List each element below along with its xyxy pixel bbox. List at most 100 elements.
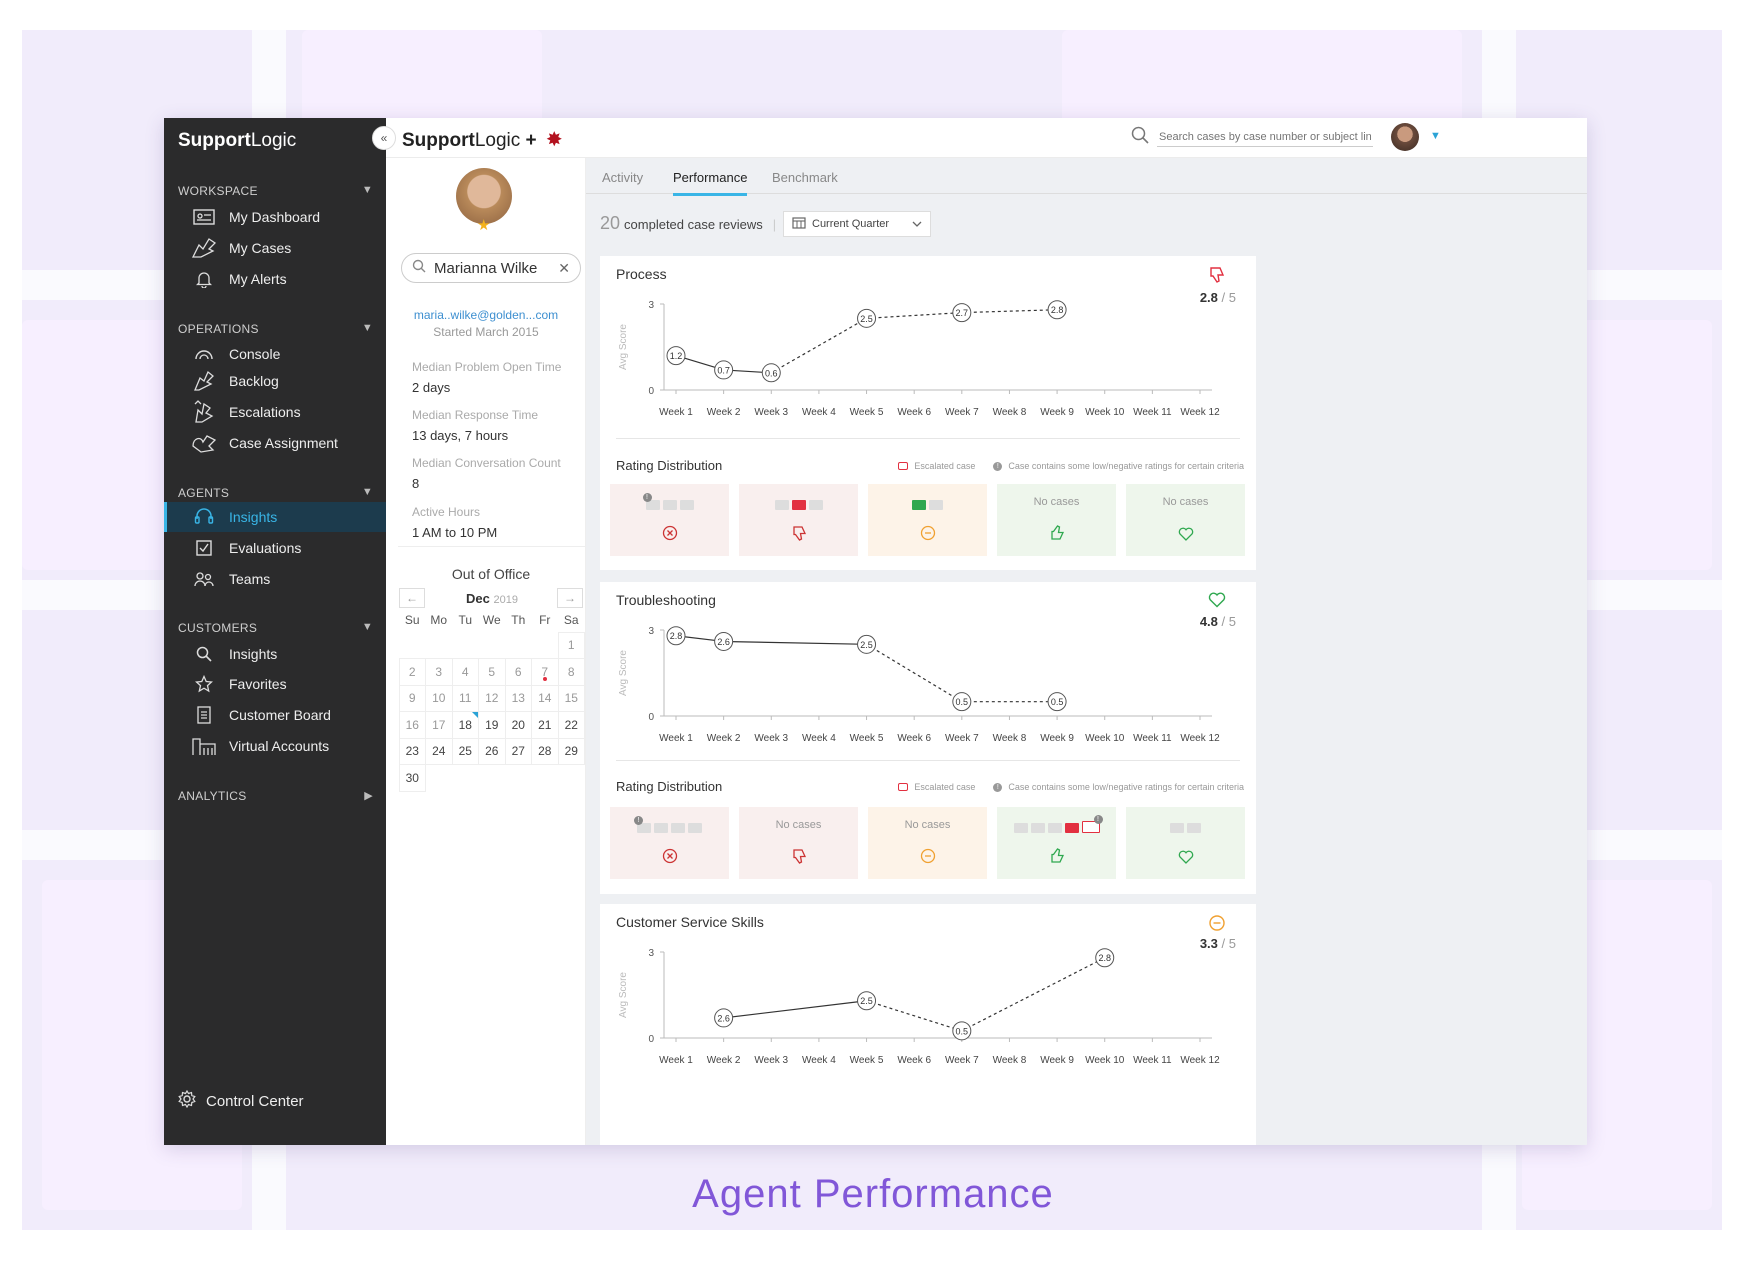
rating-box[interactable]: !	[610, 807, 729, 879]
case-cell[interactable]	[1030, 823, 1045, 833]
sidebar-item-virtual-accounts[interactable]: Virtual Accounts	[164, 731, 386, 761]
calendar-day[interactable]: 22	[557, 711, 585, 739]
case-cell[interactable]	[654, 823, 668, 833]
sidebar-item-case-assignment[interactable]: Case Assignment	[164, 428, 386, 458]
calendar-day[interactable]: 10	[425, 684, 453, 712]
rating-box[interactable]: !	[997, 807, 1116, 879]
calendar-day[interactable]: 16	[398, 711, 426, 739]
search-input[interactable]	[1157, 128, 1373, 147]
calendar-day[interactable]: 14	[531, 684, 559, 712]
chevron-down-icon[interactable]: ▼	[361, 184, 373, 196]
case-cell[interactable]: !	[1081, 815, 1103, 833]
case-cell[interactable]	[791, 500, 806, 510]
chevron-down-icon[interactable]: ▼	[1430, 130, 1441, 142]
calendar-day[interactable]: 26	[478, 737, 506, 765]
prev-month-icon[interactable]: ←	[399, 588, 425, 608]
case-cell[interactable]: !	[634, 816, 651, 833]
chevron-right-icon[interactable]: ▶	[364, 790, 373, 802]
calendar-day[interactable]: 30	[398, 764, 426, 792]
rating-box[interactable]: No cases	[739, 807, 858, 879]
case-cell[interactable]	[912, 500, 926, 510]
calendar-day[interactable]: 7	[531, 658, 559, 686]
rating-box[interactable]: !	[610, 484, 729, 556]
collapse-sidebar-icon[interactable]: «	[372, 126, 396, 150]
section-workspace[interactable]: WORKSPACE ▼	[178, 184, 373, 198]
sidebar-item-customer-board[interactable]: Customer Board	[164, 700, 386, 730]
case-cell[interactable]	[1064, 823, 1079, 833]
sidebar-item-insights[interactable]: Insights	[164, 502, 386, 532]
calendar-day[interactable]: 24	[425, 737, 453, 765]
calendar-day[interactable]: 2	[398, 658, 426, 686]
section-analytics[interactable]: ANALYTICS ▶	[178, 789, 373, 803]
calendar-day[interactable]: 15	[557, 684, 585, 712]
calendar-day[interactable]: 4	[451, 658, 479, 686]
calendar-day[interactable]: 12	[478, 684, 506, 712]
tab-performance[interactable]: Performance	[673, 170, 748, 196]
rating-box[interactable]	[739, 484, 858, 556]
tab-benchmark[interactable]: Benchmark	[772, 170, 838, 185]
tab-activity[interactable]: Activity	[602, 170, 644, 185]
case-cell[interactable]	[808, 500, 823, 510]
clear-icon[interactable]: ✕	[558, 259, 570, 276]
sidebar-item-my-cases[interactable]: My Cases	[164, 233, 386, 263]
sidebar-item-console[interactable]: Console	[164, 339, 386, 369]
section-operations[interactable]: OPERATIONS ▼	[178, 322, 373, 336]
case-cell[interactable]	[929, 500, 943, 510]
rating-box[interactable]	[868, 484, 987, 556]
calendar-day[interactable]: 21	[531, 711, 559, 739]
sidebar-item-teams[interactable]: Teams	[164, 564, 386, 594]
calendar-day[interactable]: 20	[504, 711, 532, 739]
case-cell[interactable]	[1187, 823, 1201, 833]
calendar-day[interactable]: 8	[557, 658, 585, 686]
chevron-down-icon[interactable]: ▼	[361, 322, 373, 334]
case-cell[interactable]: !	[642, 493, 660, 510]
calendar-day[interactable]: 28	[531, 737, 559, 765]
sidebar-item-evaluations[interactable]: Evaluations	[164, 533, 386, 563]
case-cell[interactable]	[1013, 823, 1028, 833]
calendar-day[interactable]: 17	[425, 711, 453, 739]
chevron-down-icon[interactable]: ▼	[361, 486, 373, 498]
case-cell[interactable]	[662, 500, 677, 510]
sidebar-item-my-alerts[interactable]: My Alerts	[164, 264, 386, 294]
calendar-day[interactable]: 13	[504, 684, 532, 712]
period-select[interactable]: Current Quarter	[783, 211, 931, 237]
user-avatar[interactable]	[1391, 123, 1419, 151]
calendar-day[interactable]: 3	[425, 658, 453, 686]
agent-search[interactable]: Marianna Wilke ✕	[401, 253, 581, 283]
sidebar-logo[interactable]: SupportLogic	[178, 130, 297, 151]
search-icon[interactable]	[1131, 126, 1149, 149]
calendar-day[interactable]: 9	[398, 684, 426, 712]
sidebar-item-backlog[interactable]: Backlog	[164, 366, 386, 396]
agent-name[interactable]: Marianna Wilke	[434, 259, 538, 277]
agent-email[interactable]: maria..wilke@golden...com	[413, 308, 559, 322]
chevron-down-icon[interactable]: ▼	[361, 621, 373, 633]
calendar-day[interactable]: 1	[557, 631, 585, 659]
calendar-day[interactable]: 19	[478, 711, 506, 739]
calendar-day[interactable]: 29	[557, 737, 585, 765]
rating-box[interactable]	[1126, 807, 1245, 879]
sidebar-item-customer-insights[interactable]: Insights	[164, 639, 386, 669]
case-cell[interactable]	[1170, 823, 1184, 833]
rating-box[interactable]: No cases	[997, 484, 1116, 556]
rating-box[interactable]: No cases	[868, 807, 987, 879]
section-agents[interactable]: AGENTS ▼	[178, 486, 373, 500]
sidebar-item-escalations[interactable]: Escalations	[164, 397, 386, 427]
case-cell[interactable]	[688, 823, 702, 833]
case-cell[interactable]	[679, 500, 694, 510]
sidebar-item-my-dashboard[interactable]: My Dashboard	[164, 202, 386, 232]
section-customers[interactable]: CUSTOMERS ▼	[178, 621, 373, 635]
case-cell[interactable]	[671, 823, 685, 833]
case-cell[interactable]	[774, 500, 789, 510]
control-center-button[interactable]: Control Center	[178, 1089, 304, 1112]
calendar-day[interactable]: 11	[451, 684, 479, 712]
next-month-icon[interactable]: →	[557, 588, 583, 608]
calendar-day[interactable]: 25	[451, 737, 479, 765]
calendar-day[interactable]: 23	[398, 737, 426, 765]
case-cell[interactable]	[1047, 823, 1062, 833]
calendar-day[interactable]: 5	[478, 658, 506, 686]
calendar-day[interactable]: 27	[504, 737, 532, 765]
calendar-day[interactable]: 6	[504, 658, 532, 686]
rating-box[interactable]: No cases	[1126, 484, 1245, 556]
calendar-day[interactable]: 18	[451, 711, 479, 739]
sidebar-item-favorites[interactable]: Favorites	[164, 669, 386, 699]
